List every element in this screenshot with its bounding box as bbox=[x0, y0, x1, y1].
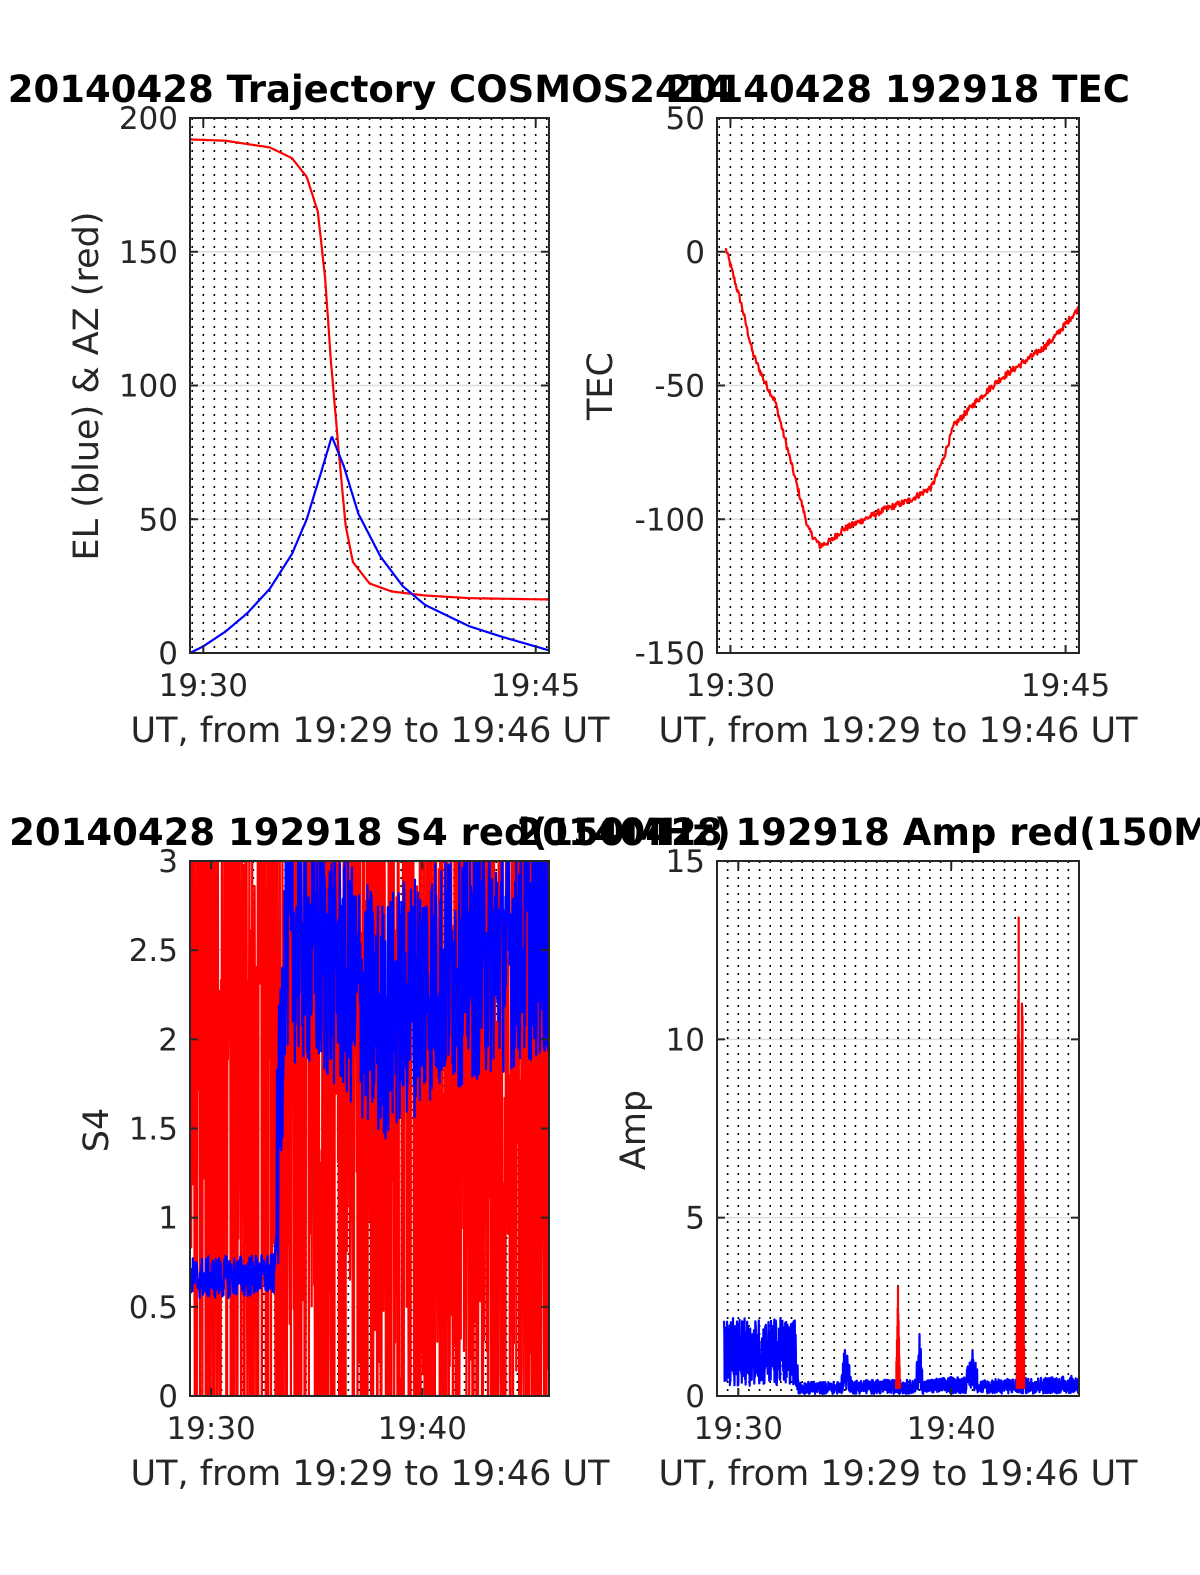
series-line-red bbox=[724, 247, 1079, 550]
trajectory-ylabel: EL (blue) & AZ (red) bbox=[67, 212, 107, 561]
axes-box bbox=[716, 860, 1080, 1397]
trajectory-panel: 20140428 Trajectory COSMOS2414 UT, from … bbox=[8, 68, 732, 751]
y-tick-label: 0 bbox=[158, 636, 178, 672]
amp-panel: 20140428 192918 Amp red(150MHz) UT, from… bbox=[517, 811, 1200, 1494]
y-tick-label: 0.5 bbox=[129, 1290, 178, 1326]
x-tick-label: 19:40 bbox=[907, 1411, 996, 1447]
series-line-red bbox=[190, 138, 549, 601]
y-tick-label: 10 bbox=[666, 1022, 705, 1058]
trajectory-xlabel: UT, from 19:29 to 19:46 UT bbox=[130, 711, 610, 751]
s4-xlabel: UT, from 19:29 to 19:46 UT bbox=[130, 1454, 610, 1494]
s4-title: 20140428 192918 S4 red(150MHz) bbox=[9, 811, 731, 854]
series-line-blue bbox=[190, 436, 549, 653]
tec-title: 20140428 192918 TEC bbox=[666, 68, 1130, 111]
y-tick-label: 0 bbox=[685, 235, 705, 271]
y-tick-label: 200 bbox=[119, 101, 178, 137]
x-tick-label: 19:30 bbox=[159, 668, 248, 704]
y-tick-label: 150 bbox=[119, 235, 178, 271]
y-tick-label: 0 bbox=[158, 1379, 178, 1415]
y-tick-label: 5 bbox=[685, 1201, 705, 1237]
x-tick-label: 19:30 bbox=[166, 1411, 255, 1447]
x-tick-label: 19:45 bbox=[1021, 668, 1110, 704]
amp-title: 20140428 192918 Amp red(150MHz) bbox=[517, 811, 1200, 854]
y-tick-label: 2.5 bbox=[129, 933, 178, 969]
x-tick-label: 19:30 bbox=[686, 668, 775, 704]
y-tick-label: 2 bbox=[158, 1022, 178, 1058]
series-line-red bbox=[895, 916, 1026, 1389]
y-tick-label: 0 bbox=[685, 1379, 705, 1415]
s4-panel: 20140428 192918 S4 red(150MHz) UT, from … bbox=[9, 811, 731, 1494]
trajectory-title: 20140428 Trajectory COSMOS2414 bbox=[8, 68, 732, 111]
s4-ylabel: S4 bbox=[77, 1108, 117, 1153]
tec-panel: 20140428 192918 TEC UT, from 19:29 to 19… bbox=[581, 68, 1138, 751]
series-line-blue bbox=[723, 1317, 1079, 1396]
y-tick-label: 15 bbox=[666, 844, 705, 880]
amp-xlabel: UT, from 19:29 to 19:46 UT bbox=[658, 1454, 1138, 1494]
y-tick-label: 3 bbox=[158, 844, 178, 880]
y-tick-label: -100 bbox=[635, 502, 705, 538]
y-tick-label: 50 bbox=[666, 101, 705, 137]
tec-ylabel: TEC bbox=[581, 352, 621, 421]
y-tick-label: -150 bbox=[635, 636, 705, 672]
y-tick-label: -50 bbox=[654, 369, 705, 405]
y-tick-label: 50 bbox=[139, 502, 178, 538]
amp-ylabel: Amp bbox=[614, 1090, 654, 1170]
x-tick-label: 19:45 bbox=[491, 668, 580, 704]
y-tick-label: 100 bbox=[119, 369, 178, 405]
y-tick-label: 1.5 bbox=[129, 1112, 178, 1148]
y-tick-label: 1 bbox=[158, 1201, 178, 1237]
tec-xlabel: UT, from 19:29 to 19:46 UT bbox=[658, 711, 1138, 751]
x-tick-label: 19:40 bbox=[378, 1411, 467, 1447]
x-tick-label: 19:30 bbox=[694, 1411, 783, 1447]
